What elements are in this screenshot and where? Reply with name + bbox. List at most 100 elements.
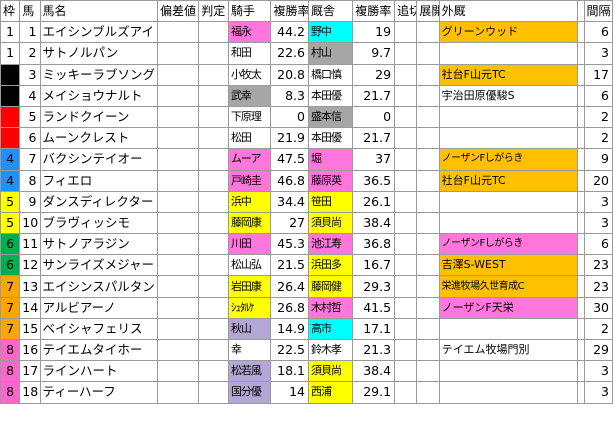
cell-hantei: [197, 317, 229, 341]
cell-rate2: 21.7: [351, 84, 396, 107]
cell-hantei: [197, 63, 229, 86]
cell-rate1: 26.8: [270, 296, 309, 319]
table-row: 5 10 ブラヴィッシモ 藤岡康 27 須貝尚 38.4 3: [0, 211, 614, 235]
cell-kyusha: 笹田: [307, 190, 353, 213]
header-hantei: 判定: [197, 0, 229, 23]
cell-gaikyu: [438, 317, 579, 341]
header-hensa: 偏差値: [157, 0, 199, 23]
cell-kyusha: 本田優: [307, 127, 353, 150]
cell-interval: 20: [583, 169, 614, 192]
cell-hensa: [157, 127, 199, 150]
cell-interval: 3: [583, 190, 614, 213]
cell-rate2: 19: [351, 21, 396, 44]
cell-uma: 2: [19, 42, 41, 65]
cell-rate1: 22.5: [270, 338, 309, 362]
table-row: 3 6 ムーンクレスト 松田 21.9 本田優 21.7 2: [0, 127, 614, 150]
cell-jockey: 福永: [227, 21, 272, 44]
cell-oikiri: [394, 63, 418, 86]
cell-gaikyu: グリーンウッド: [438, 21, 579, 44]
cell-gaikyu: ノーザンF天栄: [438, 296, 579, 319]
cell-hensa: [157, 84, 199, 107]
cell-uma: 12: [19, 254, 41, 277]
cell-jockey: 武幸: [227, 84, 272, 107]
header-name: 馬名: [39, 0, 159, 23]
cell-tenkai: [416, 63, 440, 86]
cell-rate1: 8.3: [270, 84, 309, 107]
cell-name: サトノアラジン: [39, 233, 159, 256]
table-row: 2 3 ミッキーラブソング 小牧太 20.8 橋口慎 29 社台F山元TC 17: [0, 63, 614, 86]
cell-kyusha: 堀: [307, 148, 353, 171]
cell-name: ダンスディレクター: [39, 190, 159, 213]
cell-uma: 15: [19, 317, 41, 341]
cell-gaikyu: 吉澤S-WEST: [438, 254, 579, 277]
cell-jockey: 藤岡康: [227, 211, 272, 235]
cell-gaikyu: 社台F山元TC: [438, 63, 579, 86]
cell-tenkai: [416, 127, 440, 150]
cell-name: エイシンブルズアイ: [39, 21, 159, 44]
cell-name: ティーハーフ: [39, 381, 159, 404]
cell-hensa: [157, 42, 199, 65]
header-kyusha: 厩舎: [307, 0, 353, 23]
cell-hensa: [157, 190, 199, 213]
cell-tenkai: [416, 296, 440, 319]
cell-kyusha: 木村哲: [307, 296, 353, 319]
cell-kyusha: 須貝尚: [307, 211, 353, 235]
cell-rate1: 27: [270, 211, 309, 235]
cell-tenkai: [416, 190, 440, 213]
cell-hantei: [197, 381, 229, 404]
cell-uma: 17: [19, 360, 41, 383]
cell-waku: 2: [0, 63, 21, 86]
header-row: 枠 馬 馬名 偏差値 判定 騎手 複勝率 厩舎 複勝率 追切 展開 外厩 間隔: [0, 0, 614, 23]
cell-name: メイショウナルト: [39, 84, 159, 107]
header-tenkai: 展開: [416, 0, 440, 23]
cell-jockey: 浜中: [227, 190, 272, 213]
table-row: 4 8 フィエロ 戸崎圭 46.8 藤原英 36.5 社台F山元TC 20: [0, 169, 614, 192]
cell-interval: 9: [583, 148, 614, 171]
cell-rate1: 14: [270, 381, 309, 404]
cell-name: テイエムタイホー: [39, 338, 159, 362]
table-row: 5 9 ダンスディレクター 浜中 34.4 笹田 26.1 3: [0, 190, 614, 213]
cell-name: エイシンスパルタン: [39, 275, 159, 298]
cell-uma: 4: [19, 84, 41, 107]
cell-gaikyu: ノーザンFしがらき: [438, 148, 579, 171]
cell-hantei: [197, 233, 229, 256]
cell-hensa: [157, 254, 199, 277]
cell-kyusha: 浜田多: [307, 254, 353, 277]
table-row: 1 1 エイシンブルズアイ 福永 44.2 野中 19 グリーンウッド 6: [0, 21, 614, 44]
cell-hensa: [157, 338, 199, 362]
cell-rate1: 14.9: [270, 317, 309, 341]
header-waku: 枠: [0, 0, 21, 23]
cell-interval: 6: [583, 84, 614, 107]
cell-name: ラインハート: [39, 360, 159, 383]
cell-jockey: ムーア: [227, 148, 272, 171]
cell-hantei: [197, 148, 229, 171]
cell-uma: 18: [19, 381, 41, 404]
cell-rate2: 26.1: [351, 190, 396, 213]
cell-hensa: [157, 169, 199, 192]
cell-kyusha: 藤原英: [307, 169, 353, 192]
cell-tenkai: [416, 381, 440, 404]
cell-oikiri: [394, 233, 418, 256]
header-rate2: 複勝率: [351, 0, 396, 23]
cell-rate1: 45.3: [270, 233, 309, 256]
cell-tenkai: [416, 275, 440, 298]
cell-hantei: [197, 169, 229, 192]
cell-oikiri: [394, 84, 418, 107]
cell-jockey: 戸崎圭: [227, 169, 272, 192]
cell-waku: 1: [0, 42, 21, 65]
cell-waku: 5: [0, 190, 21, 213]
cell-hantei: [197, 42, 229, 65]
cell-hensa: [157, 317, 199, 341]
cell-hantei: [197, 338, 229, 362]
cell-name: サトノルパン: [39, 42, 159, 65]
cell-kyusha: 藤岡健: [307, 275, 353, 298]
cell-rate1: 18.1: [270, 360, 309, 383]
cell-gaikyu: [438, 105, 579, 129]
cell-interval: 3: [583, 381, 614, 404]
cell-uma: 7: [19, 148, 41, 171]
cell-gaikyu: [438, 190, 579, 213]
cell-name: ミッキーラブソング: [39, 63, 159, 86]
cell-gaikyu: 社台F山元TC: [438, 169, 579, 192]
cell-interval: 3: [583, 42, 614, 65]
cell-hensa: [157, 381, 199, 404]
